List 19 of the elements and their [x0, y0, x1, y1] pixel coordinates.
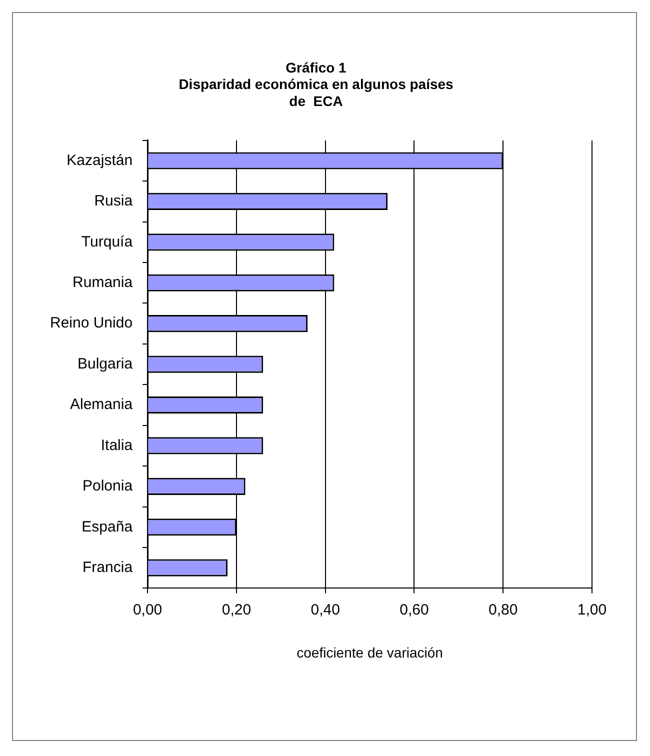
y-tick-label: Rumania — [72, 274, 134, 292]
y-tick-label: Turquía — [81, 233, 134, 250]
chart-title: Gráfico 1 Disparidad económica en algunos países de ECA — [178, 59, 454, 109]
y-tick-label: Alemania — [70, 396, 134, 414]
y-tick-label: Rusia — [94, 192, 134, 210]
y-tick-label: Francia — [82, 558, 134, 576]
x-tick-label: 1,00 — [577, 601, 607, 618]
x-tick-label: 0,80 — [488, 601, 518, 618]
x-axis-title: coeficiente de variación — [296, 644, 443, 660]
x-tick-label: 0,20 — [222, 601, 252, 618]
y-tick-label: Polonia — [82, 478, 134, 495]
x-tick-label: 0,40 — [310, 601, 340, 618]
x-tick-label: 0,60 — [400, 601, 429, 618]
y-tick-label: Italia — [100, 436, 134, 454]
y-tick-label: Reino Unido — [50, 314, 133, 332]
x-tick-label: 0,00 — [132, 601, 162, 618]
y-tick-label: Bulgaria — [78, 355, 134, 372]
y-tick-label: Kazajstán — [66, 152, 133, 169]
y-tick-label: España — [82, 518, 134, 536]
